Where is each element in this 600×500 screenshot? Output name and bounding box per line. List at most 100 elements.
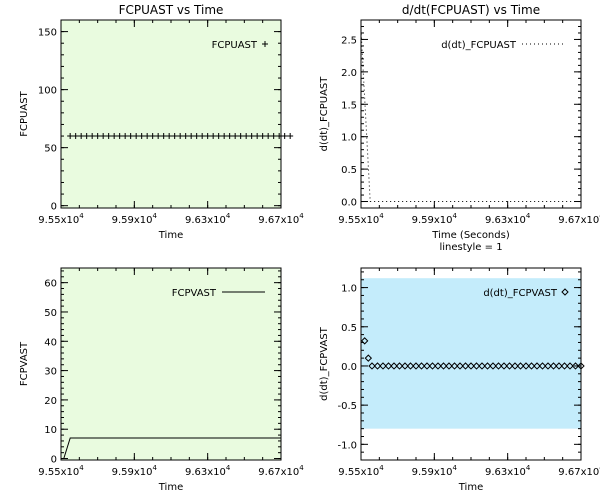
data-point (89, 133, 96, 140)
x-tick-exponent: 4 (226, 212, 231, 220)
data-point (122, 133, 129, 140)
y-tick-label: 1.0 (341, 284, 357, 295)
data-point (144, 133, 151, 140)
x-tick-exponent: 4 (79, 464, 84, 472)
legend-label: FCPVAST (172, 288, 217, 299)
series-line (61, 437, 281, 459)
y-tick-label: 50 (44, 144, 57, 155)
data-point (533, 362, 541, 370)
chart-panel-p1: 9.55x104 9.59x104 9.63x104 9.67x10405010015… (19, 3, 304, 241)
data-point (401, 362, 409, 370)
y-tick-label: 0 (51, 455, 57, 466)
data-point (67, 133, 74, 140)
y-axis-label: d(dt)_FCPUAST (319, 76, 330, 152)
data-point (395, 362, 404, 370)
data-point (450, 362, 459, 370)
data-point (248, 133, 255, 140)
x-tick-mantissa: 9.55x10 (338, 215, 379, 226)
chart-title: d/dt(FCPUAST) vs Time (402, 3, 540, 17)
x-tick-mantissa: 9.67x10 (258, 467, 299, 478)
chart-panel-p3: 9.55x104 9.59x104 9.63x104 9.67x10401020304… (19, 267, 304, 493)
chart-title: FCPUAST vs Time (119, 3, 224, 17)
data-point (166, 133, 173, 140)
x-tick-mantissa: 9.63x10 (485, 467, 526, 478)
chart-panel-p2: 9.55x1049.59x1049.63x1049.67x1040.00.51.… (319, 3, 600, 253)
x-tick-mantissa: 9.59x10 (412, 215, 453, 226)
x-tick-label: 9.55x104 (38, 212, 84, 226)
x-tick-label: 9.59x104 (412, 212, 458, 226)
x-tick-mantissa: 9.67x10 (258, 215, 299, 226)
data-point (538, 362, 547, 370)
data-point (127, 133, 134, 140)
y-tick-label: 0.5 (341, 165, 357, 176)
legend-label: FCPUAST (212, 40, 258, 51)
x-tick-exponent: 4 (526, 464, 531, 472)
y-axis-label: FCPUAST (19, 90, 30, 136)
x-tick-mantissa: 9.59x10 (112, 467, 153, 478)
x-tick-exponent: 4 (153, 212, 158, 220)
y-tick-label: 10 (44, 425, 57, 436)
legend: d(dt)_FCPVAST (483, 288, 569, 299)
plot-background (61, 268, 281, 460)
data-point (445, 362, 453, 370)
series-line (360, 29, 581, 202)
legend-label: d(dt)_FCPVAST (483, 288, 558, 299)
plot-background (361, 278, 581, 429)
data-point (505, 362, 514, 370)
y-tick-label: 30 (44, 367, 57, 378)
data-point (489, 362, 497, 370)
x-tick-label: 9.59x104 (412, 464, 458, 478)
x-axis-label: Time (458, 482, 483, 493)
data-point (287, 133, 294, 140)
y-tick-label: 100 (38, 86, 57, 97)
data-point (259, 133, 266, 140)
data-point (467, 362, 475, 370)
data-point (83, 133, 90, 140)
data-point (456, 362, 464, 370)
x-tick-exponent: 4 (453, 464, 458, 472)
data-point (516, 362, 525, 370)
data-point (560, 362, 569, 370)
x-tick-label: 9.67x104 (258, 464, 304, 478)
data-point (500, 362, 508, 370)
x-tick-label: 9.67x104 (558, 464, 600, 478)
data-point (94, 133, 101, 140)
data-point (571, 362, 580, 370)
y-tick-label: 2.5 (341, 35, 357, 46)
legend: FCPUAST (212, 40, 268, 51)
data-point (199, 133, 206, 140)
y-tick-label: 50 (44, 308, 57, 319)
data-point (549, 362, 558, 370)
data-point (379, 362, 387, 370)
x-tick-label: 9.63x104 (185, 212, 231, 226)
y-axis-label: FCPVAST (19, 341, 30, 386)
x-tick-exponent: 4 (299, 212, 304, 220)
data-point (237, 133, 244, 140)
y-tick-label: -0.5 (337, 401, 357, 412)
x-tick-mantissa: 9.59x10 (412, 467, 453, 478)
data-point (155, 133, 162, 140)
data-point (221, 133, 228, 140)
y-tick-label: 60 (44, 279, 57, 290)
data-point (384, 362, 393, 370)
data-point (111, 133, 118, 140)
legend-label: d(dt)_FCPUAST (441, 40, 517, 51)
data-point (160, 133, 167, 140)
data-point (439, 362, 448, 370)
x-tick-exponent: 4 (379, 464, 384, 472)
data-point (406, 362, 415, 370)
data-point (555, 362, 563, 370)
data-point (149, 133, 156, 140)
x-tick-mantissa: 9.55x10 (38, 215, 79, 226)
x-tick-exponent: 4 (299, 464, 304, 472)
y-axis-label: d(dt)_FCPVAST (319, 326, 330, 401)
x-axis-sublabel: linestyle = 1 (439, 242, 502, 253)
y-tick-label: -1.0 (337, 440, 357, 451)
x-tick-label: 9.63x104 (185, 464, 231, 478)
x-tick-label: 9.67x104 (558, 212, 600, 226)
data-point (265, 133, 272, 140)
x-tick-label: 9.55x104 (338, 212, 384, 226)
x-tick-mantissa: 9.59x10 (112, 215, 153, 226)
data-point (226, 133, 233, 140)
data-point (204, 133, 211, 140)
